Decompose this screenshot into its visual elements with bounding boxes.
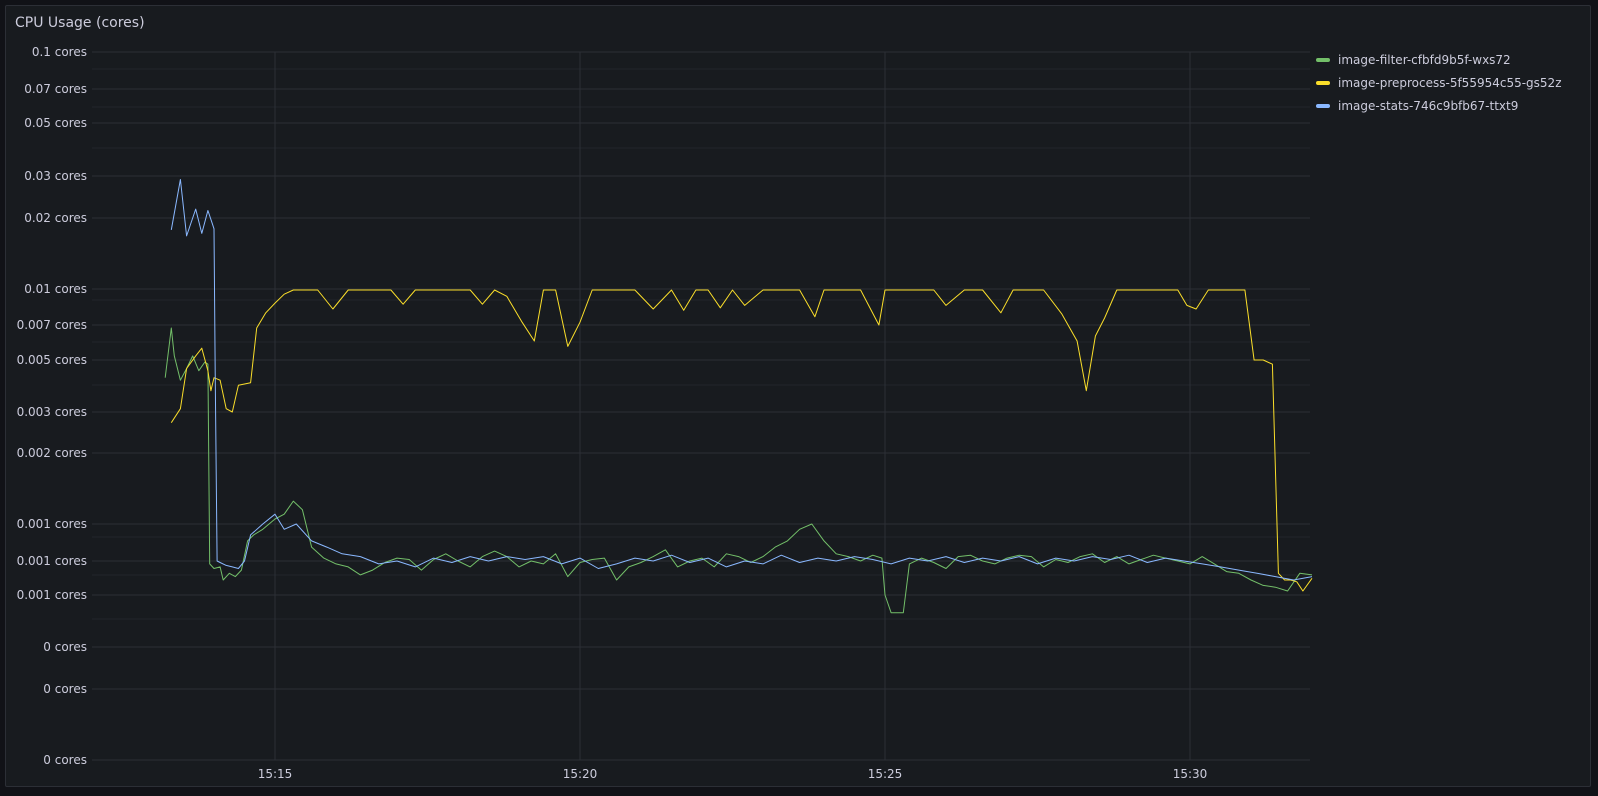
series-line-1 (170, 289, 1313, 592)
x-tick-label: 15:15 (258, 767, 293, 781)
x-tick-label: 15:20 (563, 767, 598, 781)
y-tick-label: 0.007 cores (17, 318, 87, 332)
legend-swatch (1316, 80, 1330, 85)
legend-item[interactable]: image-stats-746c9bfb67-ttxt9 (1316, 94, 1562, 117)
x-tick-label: 15:25 (868, 767, 903, 781)
y-tick-label: 0.07 cores (24, 82, 87, 96)
y-tick-label: 0 cores (43, 640, 87, 654)
legend-label: image-stats-746c9bfb67-ttxt9 (1338, 98, 1519, 113)
x-tick-label: 15:30 (1173, 767, 1208, 781)
y-tick-label: 0.05 cores (24, 116, 87, 130)
y-tick-label: 0.005 cores (17, 353, 87, 367)
y-tick-label: 0.002 cores (17, 446, 87, 460)
series-line-2 (170, 179, 1313, 581)
series-line-0 (164, 327, 1313, 614)
legend: image-filter-cfbfd9b5f-wxs72 image-prepro… (1316, 48, 1562, 117)
y-tick-label: 0.1 cores (32, 45, 87, 59)
legend-label: image-preprocess-5f55954c55-gs52z (1338, 75, 1562, 90)
legend-item[interactable]: image-preprocess-5f55954c55-gs52z (1316, 71, 1562, 94)
y-tick-label: 0.01 cores (24, 282, 87, 296)
y-tick-label: 0.03 cores (24, 169, 87, 183)
legend-label: image-filter-cfbfd9b5f-wxs72 (1338, 52, 1511, 67)
y-tick-label: 0 cores (43, 682, 87, 696)
legend-swatch (1316, 57, 1330, 62)
y-tick-label: 0 cores (43, 753, 87, 767)
legend-item[interactable]: image-filter-cfbfd9b5f-wxs72 (1316, 48, 1562, 71)
y-tick-label: 0.003 cores (17, 405, 87, 419)
y-tick-label: 0.02 cores (24, 211, 87, 225)
y-tick-label: 0.001 cores (17, 554, 87, 568)
y-tick-label: 0.001 cores (17, 517, 87, 531)
legend-swatch (1316, 103, 1330, 108)
y-tick-label: 0.001 cores (17, 588, 87, 602)
panel-title: CPU Usage (cores) (15, 15, 145, 31)
chart-panel: CPU Usage (cores) (5, 5, 1591, 787)
